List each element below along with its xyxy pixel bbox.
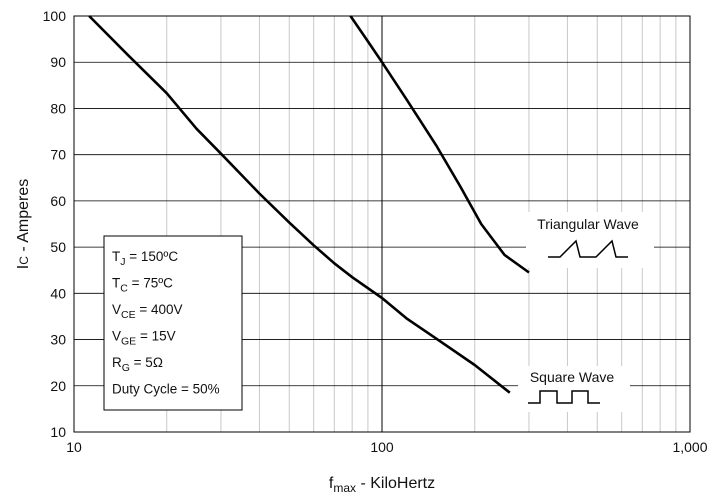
parameter-box: TJ = 150ºC TC = 75ºC VCE = 400V VGE = 15V RG…: [103, 235, 243, 411]
y-tick-label: 30: [50, 332, 66, 348]
square-wave-series-line: [88, 15, 511, 394]
x-axis-title: fmax - KiloHertz: [329, 475, 435, 495]
y-tick-label: 50: [50, 239, 66, 255]
y-tick-label: 20: [50, 378, 66, 394]
square-wave-label-group: Square Wave: [518, 366, 630, 412]
square-wave-label-background: [518, 366, 630, 412]
y-tick-label: 60: [50, 193, 66, 209]
parameter-line: VGE = 15V: [112, 329, 176, 348]
square-wave-label: Square Wave: [530, 369, 615, 385]
x-tick-label: 100: [370, 439, 394, 455]
y-tick-label: 100: [43, 8, 67, 24]
triangular-wave-label-background: [526, 212, 654, 268]
plot-border: [73, 15, 691, 433]
y-axis-title: IC - Amperes: [15, 179, 32, 269]
x-tick-labels: 10 100 1,000: [66, 439, 708, 455]
triangular-wave-series-line: [349, 15, 530, 274]
series-group: [88, 15, 530, 394]
parameter-box-frame: [103, 235, 243, 411]
parameter-line: TJ = 150ºC: [112, 249, 178, 268]
parameter-line: VCE = 400V: [112, 302, 183, 321]
y-tick-label: 70: [50, 147, 66, 163]
y-tick-label: 40: [50, 285, 66, 301]
x-tick-label: 1,000: [672, 439, 707, 455]
y-tick-label: 10: [50, 424, 66, 440]
triangular-wave-icon: [548, 239, 628, 258]
parameter-line: RG = 5Ω: [112, 355, 163, 374]
square-wave-icon: [528, 390, 600, 404]
parameter-line: TC = 75ºC: [112, 276, 173, 295]
y-tick-labels: 10 20 30 40 50 60 70 80 90 100: [43, 8, 67, 440]
triangular-wave-label: Triangular Wave: [537, 216, 639, 232]
y-tick-label: 80: [50, 100, 66, 116]
parameter-line: Duty Cycle = 50%: [112, 382, 220, 397]
triangular-wave-label-group: Triangular Wave: [526, 212, 654, 268]
x-tick-label: 10: [66, 439, 82, 455]
y-tick-label: 90: [50, 54, 66, 70]
